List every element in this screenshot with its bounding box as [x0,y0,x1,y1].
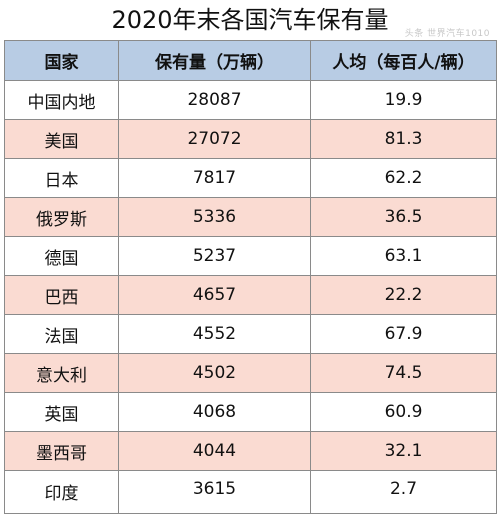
cell-per-capita: 67.9 [310,314,497,354]
cell-per-capita: 19.9 [310,80,497,120]
table-row: 法国 4552 67.9 [4,314,497,354]
cell-vehicles: 27072 [118,119,311,159]
cell-country: 日本 [4,158,119,198]
cell-vehicles: 4502 [118,353,311,393]
table-row: 巴西 4657 22.2 [4,275,497,315]
cell-country: 印度 [4,470,119,514]
cell-country: 中国内地 [4,80,119,120]
cell-per-capita: 32.1 [310,431,497,471]
cell-country: 巴西 [4,275,119,315]
cell-vehicles: 4068 [118,392,311,432]
table-row: 俄罗斯 5336 36.5 [4,197,497,237]
cell-vehicles: 4552 [118,314,311,354]
table-row: 墨西哥 4044 32.1 [4,431,497,471]
cell-country: 德国 [4,236,119,276]
header-vehicles: 保有量（万辆） [118,40,311,81]
cell-per-capita: 2.7 [310,470,497,514]
data-table: 国家 保有量（万辆） 人均（每百人/辆） 中国内地 28087 19.9 美国 … [4,40,497,514]
table-row: 中国内地 28087 19.9 [4,80,497,120]
table-row: 日本 7817 62.2 [4,158,497,198]
cell-per-capita: 81.3 [310,119,497,159]
table-row: 印度 3615 2.7 [4,470,497,514]
cell-vehicles: 4657 [118,275,311,315]
cell-vehicles: 5237 [118,236,311,276]
cell-per-capita: 62.2 [310,158,497,198]
cell-per-capita: 74.5 [310,353,497,393]
header-country: 国家 [4,40,119,81]
watermark: 头条 世界汽车1010 [404,29,490,39]
table-row: 意大利 4502 74.5 [4,353,497,393]
cell-per-capita: 36.5 [310,197,497,237]
cell-country: 意大利 [4,353,119,393]
table-row: 美国 27072 81.3 [4,119,497,159]
cell-country: 墨西哥 [4,431,119,471]
cell-vehicles: 5336 [118,197,311,237]
cell-country: 俄罗斯 [4,197,119,237]
cell-vehicles: 28087 [118,80,311,120]
cell-per-capita: 60.9 [310,392,497,432]
cell-per-capita: 22.2 [310,275,497,315]
cell-per-capita: 63.1 [310,236,497,276]
cell-vehicles: 7817 [118,158,311,198]
cell-vehicles: 3615 [118,470,311,514]
table-row: 英国 4068 60.9 [4,392,497,432]
table-row: 德国 5237 63.1 [4,236,497,276]
cell-country: 法国 [4,314,119,354]
cell-vehicles: 4044 [118,431,311,471]
cell-country: 美国 [4,119,119,159]
page-title: 2020年末各国汽车保有量 [0,0,500,40]
header-per-capita: 人均（每百人/辆） [310,40,497,81]
cell-country: 英国 [4,392,119,432]
table-header-row: 国家 保有量（万辆） 人均（每百人/辆） [4,40,497,81]
